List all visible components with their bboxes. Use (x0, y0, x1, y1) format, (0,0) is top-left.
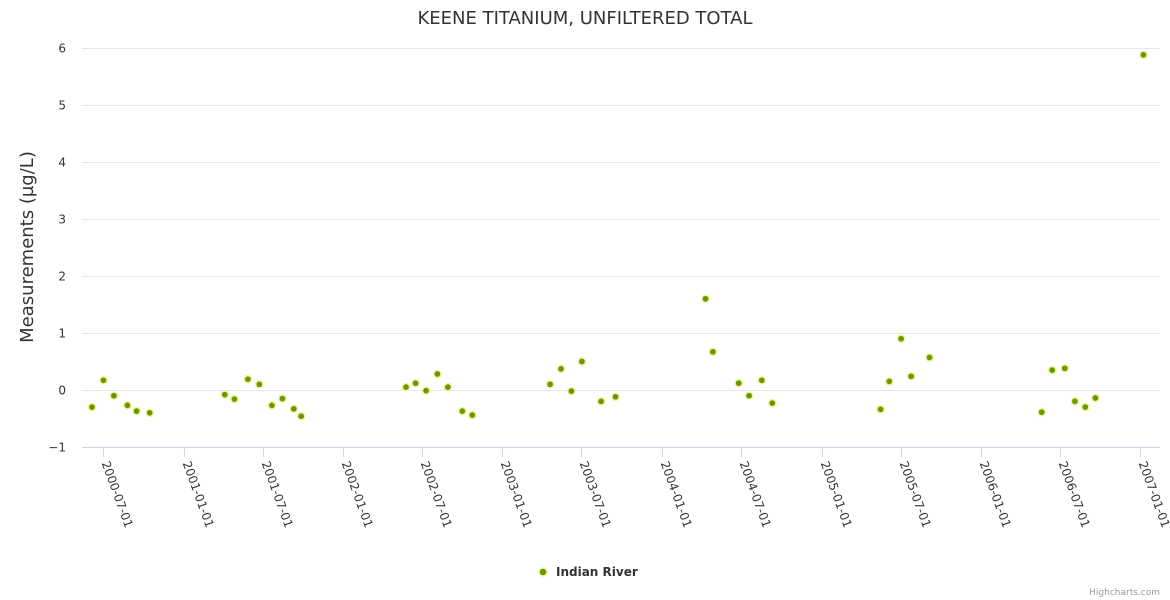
x-tick-label: 2002-01-01 (339, 459, 376, 529)
data-point[interactable] (556, 364, 566, 374)
x-tick-label: 2003-01-01 (498, 459, 535, 529)
data-point[interactable] (1080, 402, 1090, 412)
y-tick-label: 5 (58, 99, 66, 113)
data-point[interactable] (701, 294, 710, 304)
data-point[interactable] (567, 386, 576, 396)
data-point[interactable] (278, 394, 287, 403)
data-point[interactable] (267, 401, 277, 410)
data-point[interactable] (611, 392, 620, 402)
credits[interactable]: Highcharts.com (1089, 588, 1160, 598)
x-tick-label: 2003-07-01 (577, 459, 614, 529)
grid-lines (82, 48, 1160, 391)
y-tick-label: 4 (58, 156, 66, 170)
data-point[interactable] (145, 408, 155, 418)
data-point[interactable] (925, 353, 934, 362)
data-point[interactable] (884, 377, 894, 386)
x-tick-label: 2006-01-01 (977, 459, 1014, 529)
data-point[interactable] (433, 369, 442, 379)
y-tick-label: 0 (58, 384, 66, 398)
x-tick-label: 2001-07-01 (259, 459, 296, 529)
x-tick-label: 2005-01-01 (818, 459, 855, 529)
data-point[interactable] (443, 382, 453, 392)
data-point[interactable] (906, 371, 916, 381)
data-point[interactable] (109, 391, 119, 401)
y-axis-title: Measurements (µg/L) (17, 151, 38, 343)
data-point[interactable] (411, 378, 420, 388)
data-point[interactable] (1070, 397, 1080, 406)
data-point[interactable] (757, 375, 767, 385)
x-tick-label: 2004-01-01 (658, 459, 695, 529)
data-point[interactable] (457, 406, 467, 416)
x-tick-label: 2004-07-01 (737, 459, 774, 529)
data-point[interactable] (401, 382, 411, 392)
data-point[interactable] (767, 398, 777, 408)
data-point[interactable] (708, 347, 718, 357)
data-point[interactable] (876, 405, 885, 414)
data-point[interactable] (99, 375, 108, 385)
series-indian-river (87, 50, 1148, 421)
data-point[interactable] (1037, 407, 1047, 417)
x-tick-label: 2006-07-01 (1056, 459, 1093, 529)
y-tick-label: 1 (58, 327, 66, 341)
y-tick-label: 3 (58, 213, 66, 227)
data-point[interactable] (220, 390, 230, 399)
data-point[interactable] (123, 401, 132, 410)
legend-marker-indian-river[interactable] (538, 567, 548, 577)
data-point[interactable] (230, 394, 239, 404)
data-point[interactable] (1091, 393, 1100, 403)
chart-title: KEENE TITANIUM, UNFILTERED TOTAL (417, 8, 752, 29)
data-point[interactable] (254, 379, 264, 389)
legend[interactable]: Indian River (538, 565, 638, 579)
data-point[interactable] (596, 397, 606, 406)
legend-label-indian-river[interactable]: Indian River (556, 565, 638, 579)
x-tick-label: 2000-07-01 (99, 459, 136, 529)
data-point[interactable] (289, 404, 299, 414)
data-point[interactable] (896, 334, 906, 344)
y-tick-label: 6 (58, 42, 66, 56)
data-point[interactable] (545, 379, 555, 389)
data-point[interactable] (243, 374, 253, 384)
x-tick-label: 2005-07-01 (897, 459, 934, 529)
x-tick-label: 2001-01-01 (180, 459, 217, 529)
data-point[interactable] (744, 391, 754, 401)
x-tick-label: 2002-07-01 (418, 459, 455, 529)
data-point[interactable] (87, 402, 97, 412)
data-point[interactable] (421, 386, 431, 395)
data-point[interactable] (1060, 363, 1070, 373)
data-point[interactable] (132, 406, 141, 416)
data-point[interactable] (467, 410, 477, 420)
y-tick-label: −1 (48, 441, 66, 455)
data-point[interactable] (577, 357, 587, 366)
y-axis-ticks: −1 0 1 2 3 4 5 6 (48, 42, 66, 455)
y-tick-label: 2 (58, 270, 66, 284)
data-point[interactable] (1139, 50, 1148, 60)
data-point[interactable] (734, 378, 744, 388)
data-point[interactable] (296, 411, 306, 421)
x-axis-ticks: 2000-07-01 2001-01-01 2001-07-01 2002-01-01… (99, 447, 1170, 530)
data-point[interactable] (1047, 365, 1057, 375)
x-tick-label: 2007-01-01 (1136, 459, 1170, 529)
